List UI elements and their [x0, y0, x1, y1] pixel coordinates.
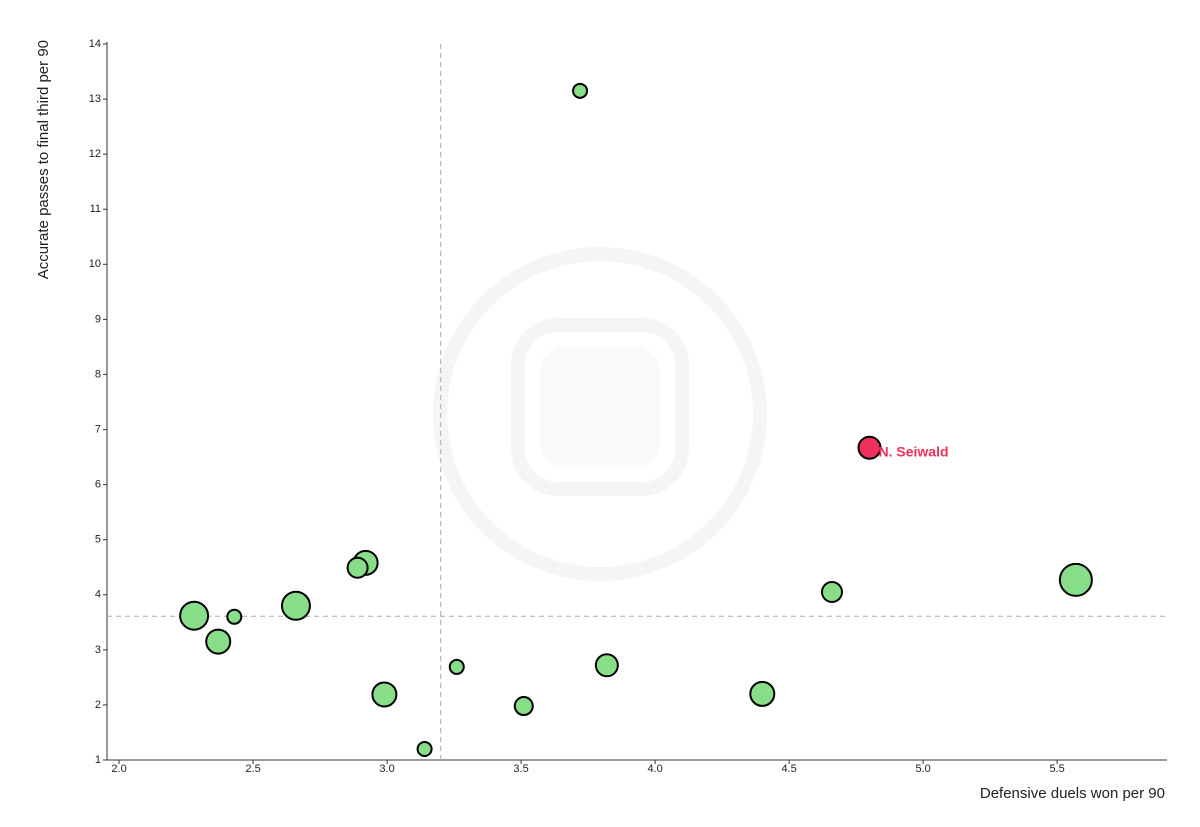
bubble	[280, 590, 311, 621]
bubble	[226, 608, 243, 625]
bubble	[820, 581, 843, 604]
y-tick-label: 6	[95, 479, 101, 491]
bubble	[205, 628, 232, 655]
y-tick-label: 11	[90, 203, 101, 215]
y-tick-label: 8	[95, 368, 101, 380]
bubble	[179, 600, 210, 631]
watermark	[433, 247, 767, 581]
x-tick-label: 4.5	[781, 763, 796, 775]
y-tick-label: 1	[95, 754, 101, 766]
y-tick-label: 14	[89, 38, 101, 50]
x-tick-label: 5.5	[1049, 763, 1064, 775]
point-label: N. Seiwald	[879, 443, 949, 459]
x-tick-label: 3.5	[513, 763, 528, 775]
bubble	[572, 82, 589, 99]
bubble	[448, 658, 465, 675]
y-tick-label: 4	[95, 589, 101, 601]
bubble	[346, 556, 369, 579]
bubble	[513, 696, 534, 717]
bubble	[371, 681, 398, 708]
x-tick-label: 2.0	[111, 763, 126, 775]
bubble	[1058, 562, 1093, 597]
y-tick-label: 2	[95, 699, 101, 711]
x-tick-label: 2.5	[245, 763, 260, 775]
x-tick-label: 4.0	[647, 763, 662, 775]
y-tick-label: 5	[95, 534, 101, 546]
y-tick-label: 13	[89, 93, 101, 105]
x-tick-label: 3.0	[379, 763, 394, 775]
y-tick-label: 9	[95, 313, 101, 325]
y-axis-label: Accurate passes to final third per 90	[35, 40, 52, 279]
bubble	[594, 653, 619, 678]
bubble	[416, 740, 433, 757]
x-axis-label: Defensive duels won per 90	[980, 785, 1165, 802]
x-tick-label: 5.0	[915, 763, 930, 775]
y-tick-label: 10	[89, 258, 101, 270]
bubble	[749, 680, 776, 707]
y-tick-label: 3	[95, 644, 101, 656]
y-tick-label: 12	[89, 148, 101, 160]
y-tick-label: 7	[95, 423, 101, 435]
bubble	[857, 435, 882, 460]
